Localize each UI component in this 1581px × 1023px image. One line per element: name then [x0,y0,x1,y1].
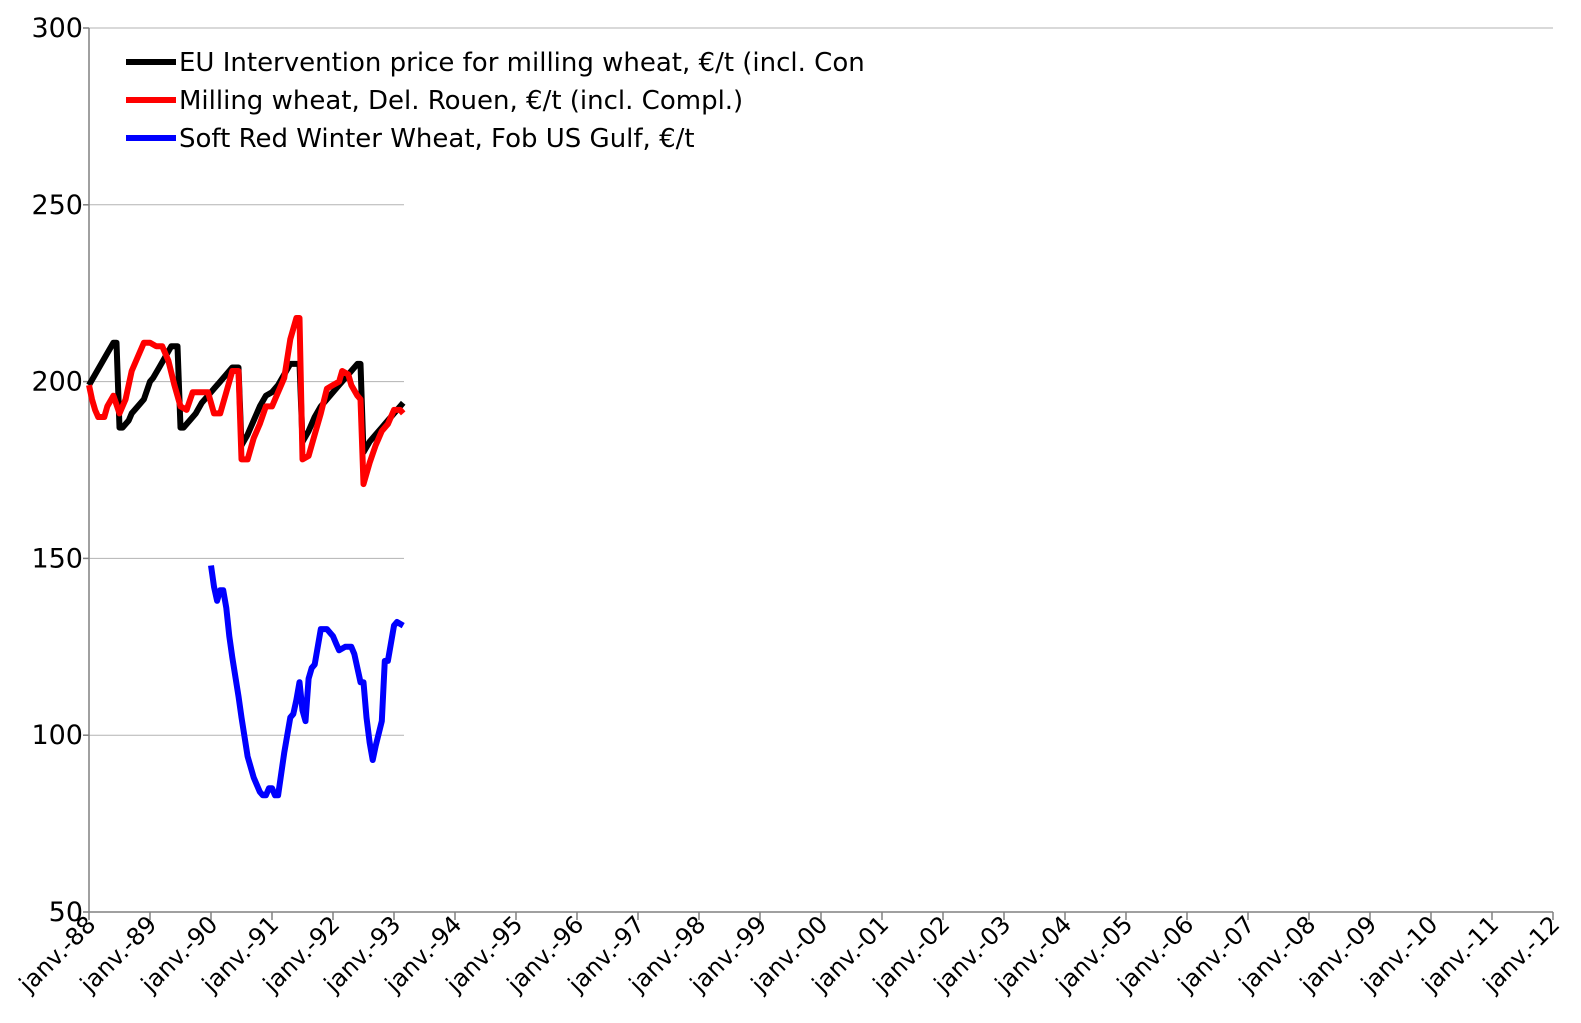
series-layer [86,315,406,799]
y-tick-labels: 50 100 150 200 250 300 [31,13,83,928]
legend-label-0: EU Intervention price for milling wheat,… [179,48,865,78]
legend-label-2: Soft Red Winter Wheat, Fob US Gulf, €/t [179,124,695,154]
series-line-2 [208,565,405,799]
axes [83,27,1554,920]
y-tick-label: 300 [31,13,83,44]
y-tick-label: 150 [31,543,83,574]
legend-label-1: Milling wheat, Del. Rouen, €/t (incl. Co… [179,86,743,116]
y-tick-label: 100 [31,720,83,751]
legend: EU Intervention price for milling wheat,… [126,48,865,154]
x-tick-labels: janv.-88janv.-89janv.-90janv.-91janv.-92… [13,910,1565,998]
y-tick-label: 50 [49,897,83,928]
y-tick-label: 200 [31,367,83,398]
grid-lines [89,27,1553,736]
series-line-1 [86,315,406,488]
y-tick-label: 250 [31,190,83,221]
